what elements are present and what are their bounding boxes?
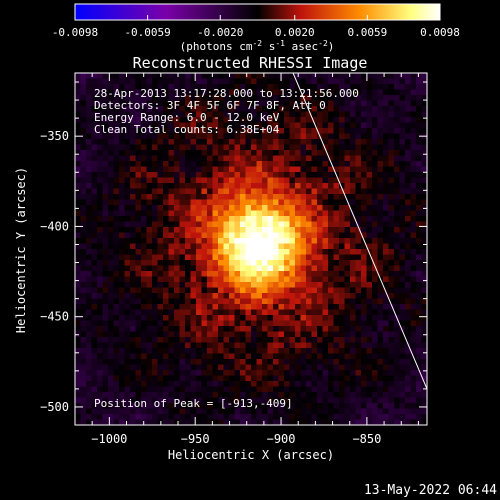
y-tick-label: −500 bbox=[40, 400, 69, 414]
peak-position-label: Position of Peak = [-913,-409] bbox=[94, 397, 293, 410]
colorbar-tick-label: 0.0059 bbox=[347, 26, 387, 39]
y-tick-label: −450 bbox=[40, 310, 69, 324]
y-axis-label: Heliocentric Y (arcsec) bbox=[14, 167, 28, 333]
y-tick-label: −350 bbox=[40, 129, 69, 143]
colorbar-units: (photons cm-2 s-1 asec-2) bbox=[180, 39, 335, 53]
colorbar-tick-label: -0.0059 bbox=[124, 26, 170, 39]
footer-date: 13-May-2022 06:44 bbox=[364, 483, 497, 498]
chart-title: Reconstructed RHESSI Image bbox=[133, 54, 368, 72]
x-tick-label: −900 bbox=[267, 432, 296, 446]
y-tick-label: −400 bbox=[40, 219, 69, 233]
colorbar-tick-label: -0.0020 bbox=[197, 26, 243, 39]
x-axis-label: Heliocentric X (arcsec) bbox=[168, 448, 334, 462]
y-axis-tick-labels: −350 −400 −450 −500 bbox=[40, 129, 69, 414]
x-tick-label: −850 bbox=[352, 432, 381, 446]
colorbar: -0.0098 -0.0059 -0.0020 0.0020 0.0059 0.0098 … bbox=[52, 4, 460, 53]
colorbar-gradient bbox=[75, 4, 440, 20]
x-tick-label: −950 bbox=[181, 432, 210, 446]
colorbar-tick-label: 0.0020 bbox=[275, 26, 315, 39]
units-part-1: -2 bbox=[252, 39, 262, 48]
colorbar-tick-label: -0.0098 bbox=[52, 26, 98, 39]
units-part-3: -1 bbox=[275, 39, 285, 48]
units-part-5: -2 bbox=[318, 39, 328, 48]
colorbar-tick-label: 0.0098 bbox=[420, 26, 460, 39]
units-part-0: (photons cm bbox=[180, 40, 253, 53]
units-part-2: s bbox=[262, 40, 275, 53]
annotation-line-3: Clean Total counts: 6.38E+04 bbox=[94, 123, 280, 136]
units-part-6: ) bbox=[328, 40, 335, 53]
x-axis-tick-labels: −1000 −950 −900 −850 bbox=[91, 432, 381, 446]
colorbar-tick-labels: -0.0098 -0.0059 -0.0020 0.0020 0.0059 0.0098 bbox=[52, 26, 460, 39]
units-part-4: asec bbox=[285, 40, 318, 53]
x-tick-label: −1000 bbox=[91, 432, 127, 446]
